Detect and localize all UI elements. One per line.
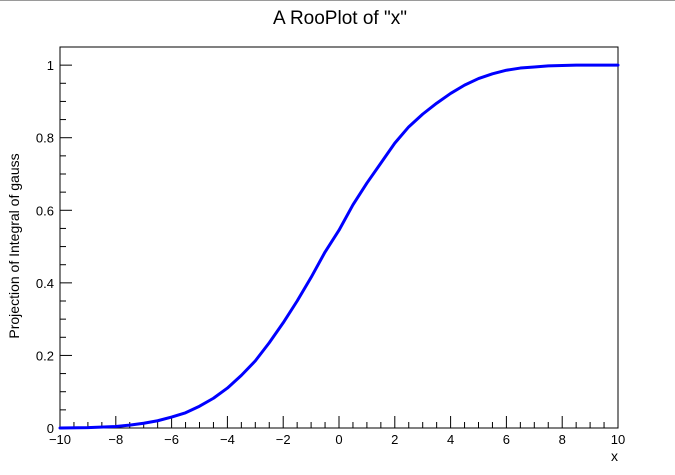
- x-tick-label: 6: [503, 432, 510, 447]
- series-layer: [58, 63, 620, 430]
- x-axis-label: x: [611, 448, 618, 464]
- y-tick-label: 1: [47, 58, 54, 73]
- x-tick-label: 0: [335, 432, 342, 447]
- y-tick-label: 0.8: [36, 131, 54, 146]
- chart-title: A RooPlot of "x": [273, 8, 407, 29]
- axes: [59, 46, 619, 429]
- x-tick-label: 4: [447, 432, 454, 447]
- y-tick-label: 0.4: [36, 276, 54, 291]
- y-tick-label: 0.6: [36, 203, 54, 218]
- y-tick-label: 0: [47, 421, 54, 436]
- y-axis-label: Projection of Integral of gauss: [6, 153, 22, 338]
- series-line-0: [58, 63, 620, 430]
- x-tick-label: −4: [220, 432, 235, 447]
- x-tick-label: 10: [611, 432, 625, 447]
- x-tick-label: −10: [49, 432, 71, 447]
- x-tick-label: −2: [276, 432, 291, 447]
- x-tick-label: −8: [108, 432, 123, 447]
- plot-frame: [59, 46, 619, 429]
- x-tick-label: 8: [559, 432, 566, 447]
- top-border: [0, 0, 675, 1]
- y-tick-label: 0.2: [36, 348, 54, 363]
- tick-labels: −10 −8 −6 −4 −2 0 2 4 6 8 10 0 0.2 0.4 0.6 0.8 1: [36, 58, 625, 447]
- x-tick-label: −6: [164, 432, 179, 447]
- x-tick-label: 2: [391, 432, 398, 447]
